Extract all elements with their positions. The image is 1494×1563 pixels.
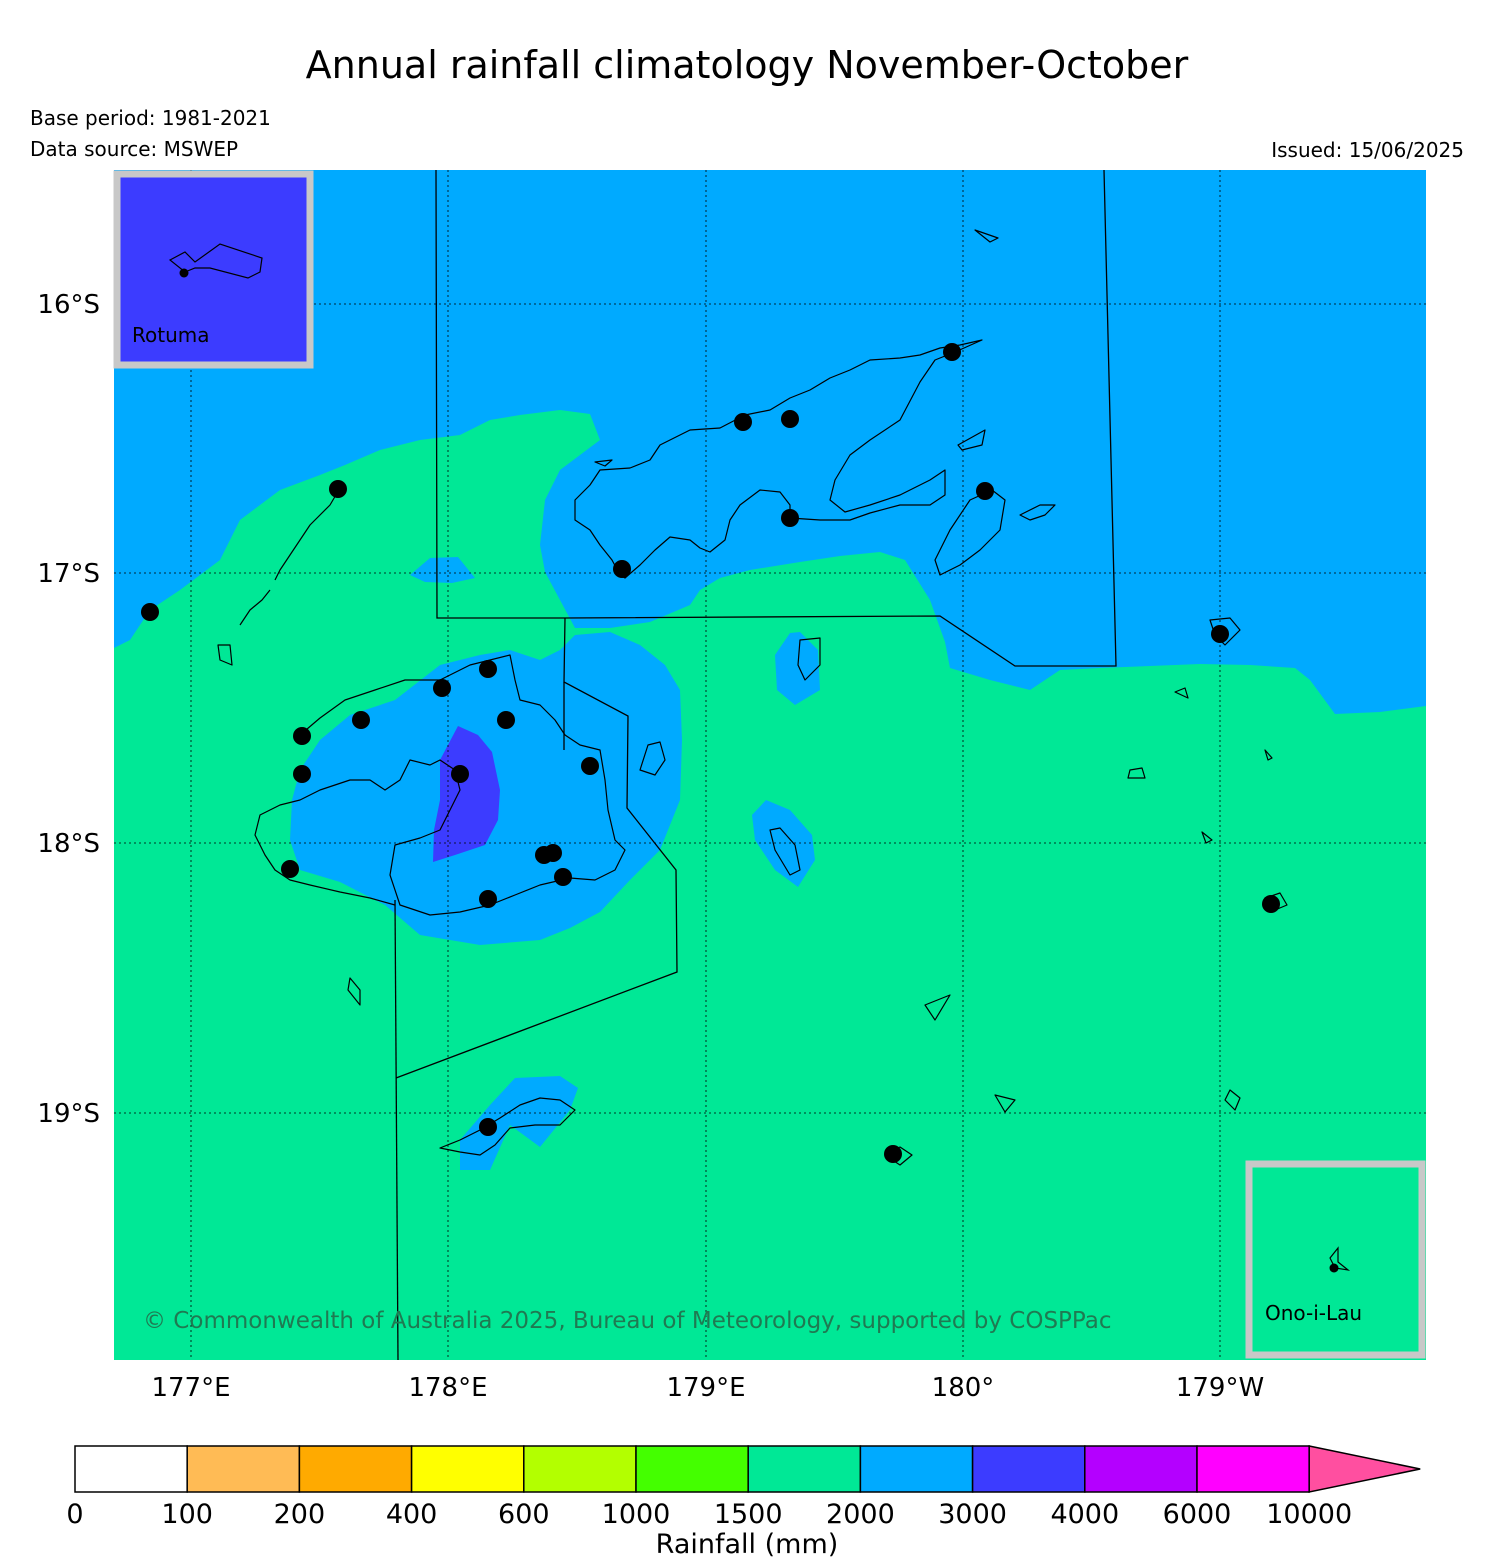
colorbar-tick-label: 600 (498, 1499, 550, 1530)
colorbar-segment-1500-2000 (747, 1445, 862, 1493)
lat-label-17s: 17°S (37, 559, 100, 589)
rotuma-station-marker (179, 268, 189, 278)
colorbar-segment-3000-4000 (971, 1445, 1086, 1493)
colorbar-segment-0-100 (74, 1445, 188, 1493)
rotuma-inset: Rotuma (113, 170, 314, 369)
ono-i-lau-inset: Ono-i-Lau (1245, 1160, 1426, 1359)
colorbar-tick-label: 4000 (1050, 1499, 1119, 1530)
lon-label-178e: 178°E (408, 1373, 487, 1403)
colorbar-segment-400-600 (410, 1445, 525, 1493)
division-boundaries (394, 170, 1117, 1360)
colorbar-extend-arrow (1308, 1445, 1421, 1493)
copyright-text: © Commonwealth of Australia 2025, Bureau… (143, 1308, 1112, 1334)
colorbar-tick-label: 3000 (938, 1499, 1007, 1530)
colorbar-segment-100-200 (186, 1445, 301, 1493)
lat-label-19s: 19°S (37, 1099, 100, 1129)
ono-i-lau-label: Ono-i-Lau (1265, 1301, 1362, 1325)
colorbar-tick-label: 100 (161, 1499, 213, 1530)
colorbar-segment-200-400 (298, 1445, 413, 1493)
colorbar-segment-1000-1500 (635, 1445, 749, 1493)
colorbar-tick-label: 1500 (714, 1499, 783, 1530)
map-title: Annual rainfall climatology November-Oct… (305, 43, 1189, 87)
longitude-labels: 177°E 178°E 179°E 180° 179°W (151, 1373, 1264, 1403)
colorbar-tick-label: 1000 (602, 1499, 671, 1530)
colorbar (74, 1445, 1421, 1493)
rainfall-band-2000-3000-north (114, 170, 1426, 714)
map-area: © Commonwealth of Australia 2025, Bureau… (114, 170, 1426, 1360)
station-markers (141, 343, 1280, 1163)
ono-i-lau-station-marker (1329, 1263, 1339, 1273)
colorbar-segment-600-1000 (523, 1445, 637, 1493)
lat-label-18s: 18°S (37, 829, 100, 859)
colorbar-tick-label: 6000 (1163, 1499, 1232, 1530)
rainfall-band-2000-3000-kadavu (460, 1076, 578, 1170)
rotuma-coastline (168, 243, 263, 279)
colorbar-title: Rainfall (mm) (656, 1529, 839, 1560)
rainfall-band-2000-3000-islet (410, 557, 475, 583)
data-source-label: Data source: MSWEP (30, 137, 239, 161)
issued-date-label: Issued: 15/06/2025 (1271, 138, 1464, 162)
colorbar-tick-labels: 0 100 200 400 600 1000 1500 2000 3000 4000 6000 100… (66, 1499, 1352, 1530)
lon-label-179e: 179°E (666, 1373, 745, 1403)
colorbar-segment-6000-10000 (1196, 1445, 1310, 1493)
colorbar-tick-label: 0 (66, 1499, 83, 1530)
base-period-label: Base period: 1981-2021 (30, 106, 271, 130)
colorbar-tick-label: 10000 (1266, 1499, 1352, 1530)
rotuma-label: Rotuma (132, 323, 210, 347)
colorbar-segment-4000-6000 (1084, 1445, 1198, 1493)
colorbar-tick-label: 400 (386, 1499, 438, 1530)
colorbar-tick-label: 2000 (826, 1499, 895, 1530)
lon-label-177e: 177°E (151, 1373, 230, 1403)
lon-label-179w: 179°W (1176, 1373, 1264, 1403)
lat-label-16s: 16°S (37, 290, 100, 320)
rainfall-band-2000-3000-patch-a (775, 632, 820, 705)
lon-label-180: 180° (932, 1373, 995, 1403)
rainfall-band-3000-4000-core (433, 726, 500, 862)
colorbar-tick-label: 200 (274, 1499, 326, 1530)
latitude-labels: 16°S 17°S 18°S 19°S (37, 290, 100, 1129)
colorbar-segment-2000-3000 (859, 1445, 974, 1493)
